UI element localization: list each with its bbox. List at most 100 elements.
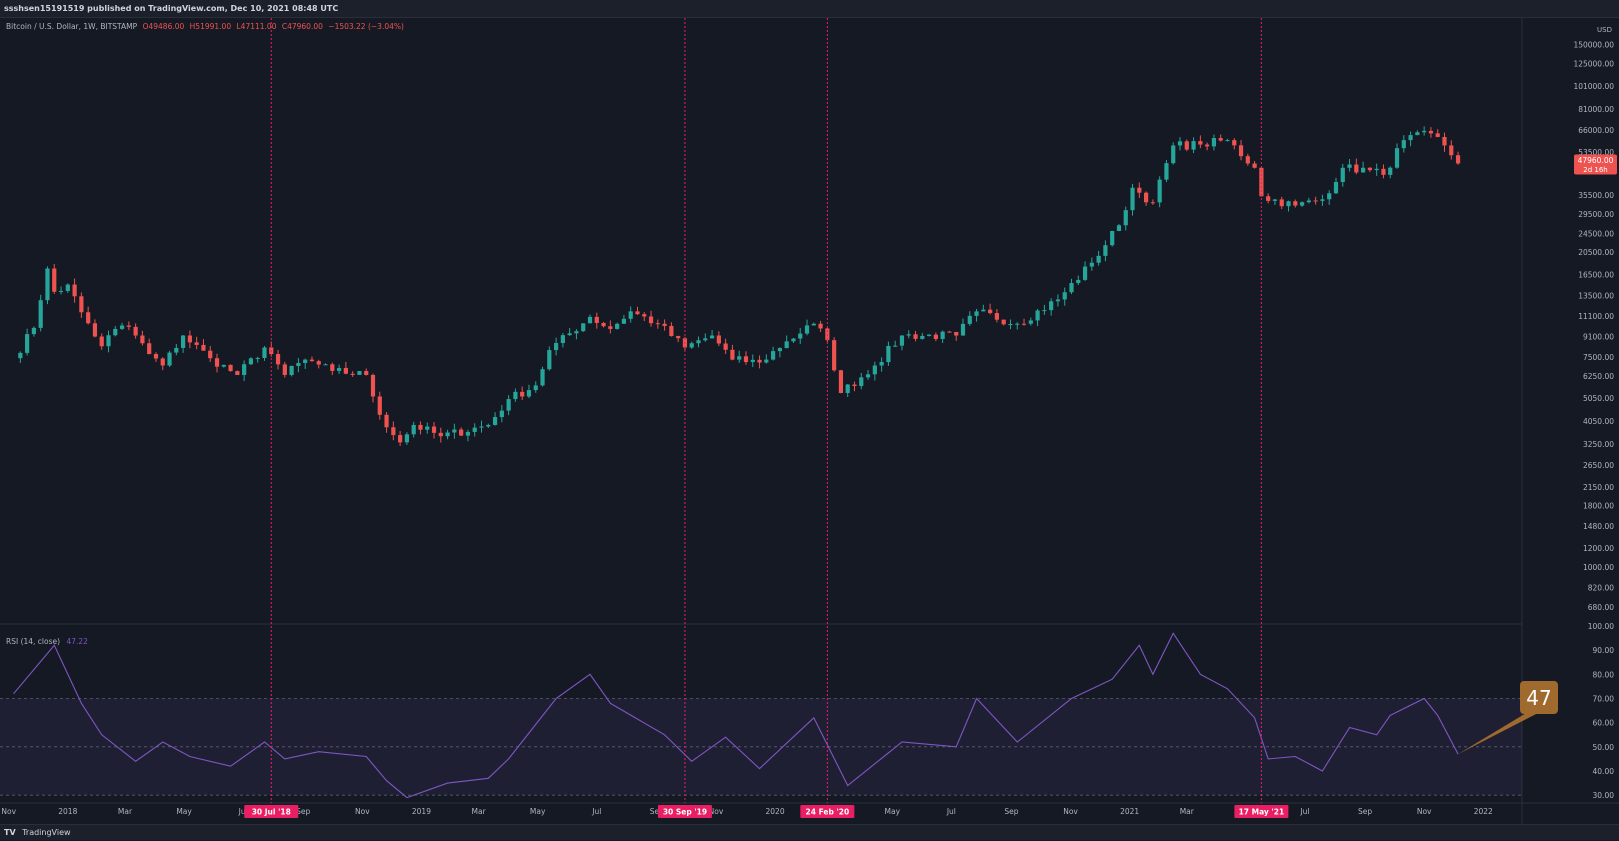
candle-body [1055, 299, 1061, 302]
candle [1327, 190, 1332, 205]
candle [1191, 137, 1196, 154]
rsi-title: RSI (14, close) [6, 637, 61, 646]
candle-body [1299, 202, 1305, 206]
candle-body [201, 344, 206, 351]
candle-body [1435, 133, 1440, 137]
candle [771, 346, 776, 361]
candle [296, 358, 301, 373]
candle [1266, 193, 1271, 204]
candle [1103, 240, 1108, 262]
candle [214, 353, 220, 373]
candle [1055, 294, 1061, 307]
candle [818, 320, 823, 333]
price-axis-label: 150000.00 [1573, 41, 1614, 50]
marker-badge-label: 30 Sep '19 [663, 808, 707, 817]
candle [832, 337, 837, 372]
candle [621, 314, 627, 324]
candle-body [221, 364, 226, 367]
candle-body [242, 364, 247, 375]
candle-body [1266, 196, 1271, 201]
candle [235, 370, 240, 376]
candle-body [1279, 199, 1284, 207]
candle-body [153, 354, 159, 359]
candle [777, 347, 782, 358]
candle [1015, 322, 1020, 330]
candle [1408, 131, 1413, 147]
candle-body [872, 365, 877, 375]
candle [1245, 153, 1250, 166]
candle-body [140, 335, 145, 344]
candle-body [296, 362, 301, 366]
candle [255, 356, 260, 363]
price-axis-label: 53500.00 [1578, 148, 1614, 157]
candle-body [1157, 179, 1162, 203]
candle [669, 322, 674, 337]
rsi-axis-label: 100.00 [1588, 622, 1614, 631]
candle [350, 371, 355, 377]
candle [520, 386, 525, 401]
candle [248, 357, 254, 366]
candle [187, 330, 192, 349]
candle-body [526, 390, 532, 397]
candle [1164, 159, 1169, 183]
candle [153, 352, 159, 362]
candle-body [988, 309, 993, 314]
candle [1069, 278, 1074, 295]
candle-body [879, 362, 884, 366]
candle-body [1123, 210, 1128, 226]
candle [174, 343, 179, 356]
candle-body [106, 335, 111, 347]
rsi-axis-label: 80.00 [1593, 670, 1615, 679]
candle-body [1096, 255, 1101, 263]
candle-body [730, 349, 735, 360]
candle-body [960, 323, 966, 336]
candle [1096, 250, 1101, 266]
candle [838, 369, 844, 394]
candle-body [255, 357, 260, 359]
candle [1320, 194, 1325, 206]
candle-body [309, 359, 315, 362]
candle-body [703, 338, 708, 341]
candle-body [208, 350, 213, 359]
price-axis-label: 3250.00 [1583, 440, 1614, 449]
time-axis-label: 2020 [766, 807, 785, 816]
marker-badge-label: 17 May '21 [1239, 808, 1285, 817]
time-axis-label: May [176, 807, 192, 816]
candle-body [1062, 292, 1067, 300]
candle-body [723, 343, 728, 350]
candle-body [608, 326, 613, 329]
candle [323, 363, 328, 366]
candle-body [926, 334, 932, 336]
candle [954, 331, 959, 341]
candle [465, 429, 471, 442]
candle-body [899, 335, 905, 346]
candle [119, 322, 125, 330]
candle-body [1245, 156, 1250, 164]
brand-bar: TV TradingView [0, 824, 1619, 840]
price-axis-label: 9100.00 [1583, 333, 1614, 342]
price-axis-label: 66000.00 [1578, 126, 1614, 135]
candle [411, 421, 416, 438]
candle-body [635, 311, 640, 315]
candle [533, 381, 538, 393]
candle-body [377, 396, 382, 415]
candle [1028, 317, 1033, 326]
candle [764, 354, 769, 364]
candle [1428, 127, 1434, 138]
candle-body [404, 434, 410, 443]
candle-body [350, 373, 355, 375]
candle [384, 412, 389, 433]
candle [65, 283, 70, 293]
time-axis-label: Nov [1, 807, 16, 816]
rsi-axis-label: 30.00 [1593, 791, 1615, 800]
candle [99, 333, 104, 350]
candle-body [594, 316, 599, 323]
candle [737, 350, 742, 363]
candle-body [1422, 130, 1427, 133]
candle-body [1049, 301, 1054, 311]
candle-body [1394, 148, 1400, 168]
candle [201, 339, 206, 351]
candle-body [852, 384, 857, 387]
time-axis-label: Mar [118, 807, 133, 816]
